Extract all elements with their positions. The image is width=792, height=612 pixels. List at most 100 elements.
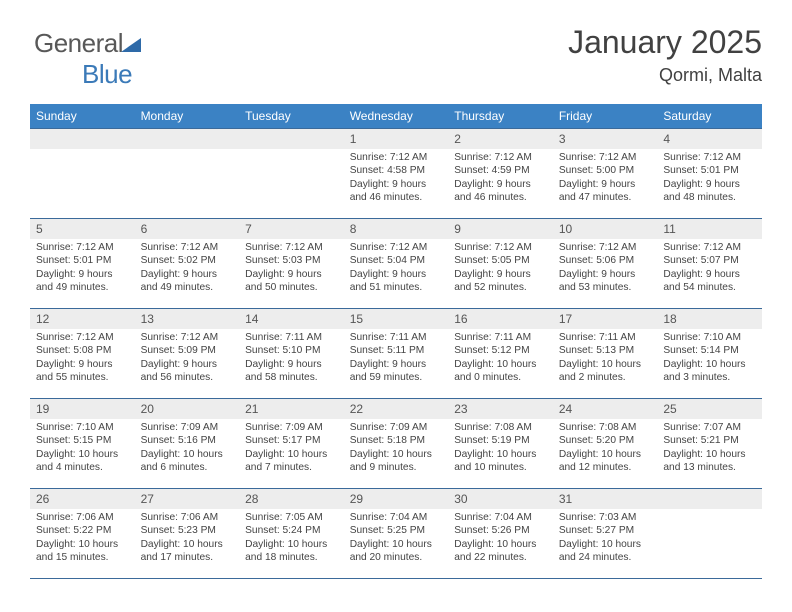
sunset-line: Sunset: 5:13 PM [559,344,652,357]
daylight-line: Daylight: 10 hours and 3 minutes. [663,358,756,385]
daylight-line: Daylight: 9 hours and 50 minutes. [245,268,338,295]
day-details: Sunrise: 7:11 AMSunset: 5:11 PMDaylight:… [344,329,449,388]
sunset-line: Sunset: 5:01 PM [36,254,129,267]
day-number: 23 [448,399,553,419]
day-number: 2 [448,129,553,149]
sunrise-line: Sunrise: 7:11 AM [559,331,652,344]
sunset-line: Sunset: 5:18 PM [350,434,443,447]
sunrise-line: Sunrise: 7:09 AM [141,421,234,434]
sunset-line: Sunset: 5:22 PM [36,524,129,537]
daylight-line: Daylight: 10 hours and 18 minutes. [245,538,338,565]
daylight-line: Daylight: 9 hours and 47 minutes. [559,178,652,205]
calendar-cell: 16Sunrise: 7:11 AMSunset: 5:12 PMDayligh… [448,309,553,399]
daylight-line: Daylight: 10 hours and 17 minutes. [141,538,234,565]
day-header: Thursday [448,104,553,129]
day-number: 9 [448,219,553,239]
day-details: Sunrise: 7:04 AMSunset: 5:25 PMDaylight:… [344,509,449,568]
sunrise-line: Sunrise: 7:12 AM [141,241,234,254]
sunrise-line: Sunrise: 7:08 AM [454,421,547,434]
sunrise-line: Sunrise: 7:03 AM [559,511,652,524]
day-header: Tuesday [239,104,344,129]
day-number: 25 [657,399,762,419]
sunset-line: Sunset: 5:00 PM [559,164,652,177]
day-details: Sunrise: 7:05 AMSunset: 5:24 PMDaylight:… [239,509,344,568]
page-subtitle: Qormi, Malta [568,65,762,86]
sunrise-line: Sunrise: 7:12 AM [141,331,234,344]
calendar-cell: 13 Sunrise: 7:12 AMSunset: 5:09 PMDayligh… [135,309,240,399]
day-details: Sunrise: 7:12 AMSunset: 5:01 PMDaylight:… [30,239,135,298]
calendar-cell: 22Sunrise: 7:09 AMSunset: 5:18 PMDayligh… [344,399,449,489]
day-number: 26 [30,489,135,509]
calendar-cell: 12Sunrise: 7:12 AMSunset: 5:08 PMDayligh… [30,309,135,399]
daylight-line: Daylight: 10 hours and 7 minutes. [245,448,338,475]
calendar-week-row: 26Sunrise: 7:06 AMSunset: 5:22 PMDayligh… [30,489,762,579]
day-number: 27 [135,489,240,509]
day-number: 7 [239,219,344,239]
sunset-line: Sunset: 5:20 PM [559,434,652,447]
day-number: 4 [657,129,762,149]
daylight-line: Daylight: 10 hours and 10 minutes. [454,448,547,475]
day-details: Sunrise: 7:06 AMSunset: 5:22 PMDaylight:… [30,509,135,568]
sunset-line: Sunset: 4:58 PM [350,164,443,177]
daylight-line: Daylight: 10 hours and 4 minutes. [36,448,129,475]
calendar-cell: 24Sunrise: 7:08 AMSunset: 5:20 PMDayligh… [553,399,658,489]
day-number: 21 [239,399,344,419]
day-header: Monday [135,104,240,129]
day-number: 28 [239,489,344,509]
calendar-cell: 1Sunrise: 7:12 AMSunset: 4:58 PMDaylight… [344,129,449,219]
day-number: 31 [553,489,658,509]
daylight-line: Daylight: 9 hours and 59 minutes. [350,358,443,385]
sunset-line: Sunset: 5:03 PM [245,254,338,267]
calendar-cell: 3Sunrise: 7:12 AMSunset: 5:00 PMDaylight… [553,129,658,219]
calendar-cell: 20Sunrise: 7:09 AMSunset: 5:16 PMDayligh… [135,399,240,489]
day-header: Saturday [657,104,762,129]
calendar-cell: 6Sunrise: 7:12 AMSunset: 5:02 PMDaylight… [135,219,240,309]
day-details: Sunrise: 7:12 AMSunset: 5:02 PMDaylight:… [135,239,240,298]
day-number-bar [30,129,135,149]
sunrise-line: Sunrise: 7:12 AM [350,241,443,254]
sunset-line: Sunset: 5:08 PM [36,344,129,357]
sunrise-line: Sunrise: 7:12 AM [36,241,129,254]
daylight-line: Daylight: 10 hours and 9 minutes. [350,448,443,475]
calendar-cell: 9Sunrise: 7:12 AMSunset: 5:05 PMDaylight… [448,219,553,309]
day-number: 3 [553,129,658,149]
day-details: Sunrise: 7:03 AMSunset: 5:27 PMDaylight:… [553,509,658,568]
day-number: 13 [135,309,240,329]
daylight-line: Daylight: 9 hours and 56 minutes. [141,358,234,385]
calendar-week-row: 5Sunrise: 7:12 AMSunset: 5:01 PMDaylight… [30,219,762,309]
day-number: 30 [448,489,553,509]
calendar-cell: 29Sunrise: 7:04 AMSunset: 5:25 PMDayligh… [344,489,449,579]
calendar-cell: 14Sunrise: 7:11 AMSunset: 5:10 PMDayligh… [239,309,344,399]
daylight-line: Daylight: 9 hours and 52 minutes. [454,268,547,295]
sunrise-line: Sunrise: 7:09 AM [245,421,338,434]
day-number: 29 [344,489,449,509]
day-details: Sunrise: 7:10 AMSunset: 5:14 PMDaylight:… [657,329,762,388]
day-number: 14 [239,309,344,329]
daylight-line: Daylight: 10 hours and 12 minutes. [559,448,652,475]
calendar-cell: 21Sunrise: 7:09 AMSunset: 5:17 PMDayligh… [239,399,344,489]
daylight-line: Daylight: 10 hours and 22 minutes. [454,538,547,565]
daylight-line: Daylight: 9 hours and 49 minutes. [36,268,129,295]
calendar-cell [239,129,344,219]
day-details: Sunrise: 7:11 AMSunset: 5:10 PMDaylight:… [239,329,344,388]
page-header: January 2025 Qormi, Malta [568,24,762,86]
sunset-line: Sunset: 5:24 PM [245,524,338,537]
day-number: 18 [657,309,762,329]
sunrise-line: Sunrise: 7:08 AM [559,421,652,434]
sunset-line: Sunset: 5:21 PM [663,434,756,447]
day-number: 1 [344,129,449,149]
sunset-line: Sunset: 5:23 PM [141,524,234,537]
daylight-line: Daylight: 9 hours and 51 minutes. [350,268,443,295]
logo-triangle-icon [119,36,143,54]
daylight-line: Daylight: 9 hours and 55 minutes. [36,358,129,385]
sunset-line: Sunset: 5:27 PM [559,524,652,537]
sunrise-line: Sunrise: 7:12 AM [559,241,652,254]
sunset-line: Sunset: 5:01 PM [663,164,756,177]
sunset-line: Sunset: 5:06 PM [559,254,652,267]
sunrise-line: Sunrise: 7:04 AM [454,511,547,524]
day-number: 20 [135,399,240,419]
sunrise-line: Sunrise: 7:09 AM [350,421,443,434]
calendar-cell [30,129,135,219]
calendar-cell: 11Sunrise: 7:12 AMSunset: 5:07 PMDayligh… [657,219,762,309]
sunset-line: Sunset: 5:09 PM [141,344,234,357]
